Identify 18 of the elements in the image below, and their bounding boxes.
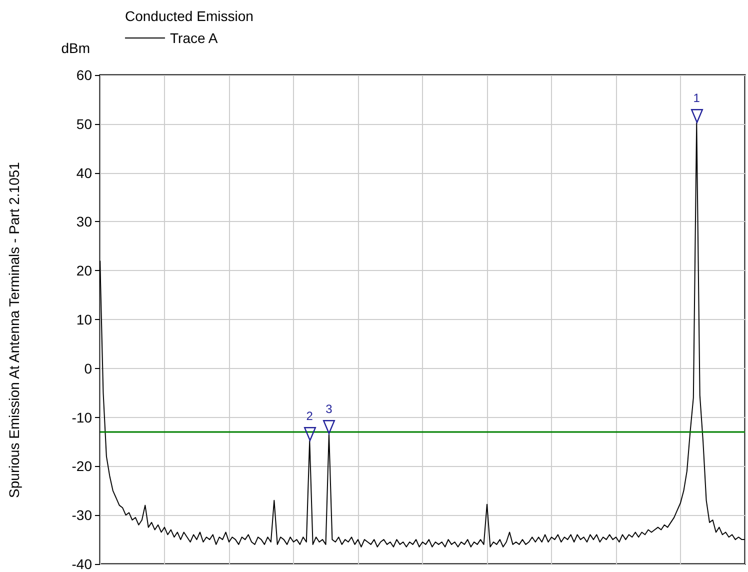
y-tick-label: -40 <box>72 556 92 572</box>
y-tick-label: 40 <box>76 164 92 181</box>
annotation: 1 <box>692 90 701 105</box>
y-tick-label: -30 <box>72 507 92 524</box>
y-tick-label: 20 <box>76 262 92 279</box>
annotation: 2 <box>305 408 314 423</box>
chart-title: Conducted Emission <box>125 8 254 24</box>
y-tick-label: 0 <box>84 360 92 376</box>
y-axis-title: dBm <box>61 40 90 56</box>
legend-label: Trace A <box>170 30 218 46</box>
y-tick-label: 30 <box>76 214 92 230</box>
y-tick-label: -10 <box>72 409 92 426</box>
annotation: 3 <box>324 402 334 416</box>
y-tick-label: -20 <box>72 458 92 474</box>
y-tick-label: 60 <box>76 67 92 83</box>
y-tick-label: 50 <box>76 116 92 132</box>
y-tick-label: 10 <box>76 312 92 328</box>
text: Spurious Emission At Antenna Terminals - Part 2.1051 <box>6 162 22 498</box>
